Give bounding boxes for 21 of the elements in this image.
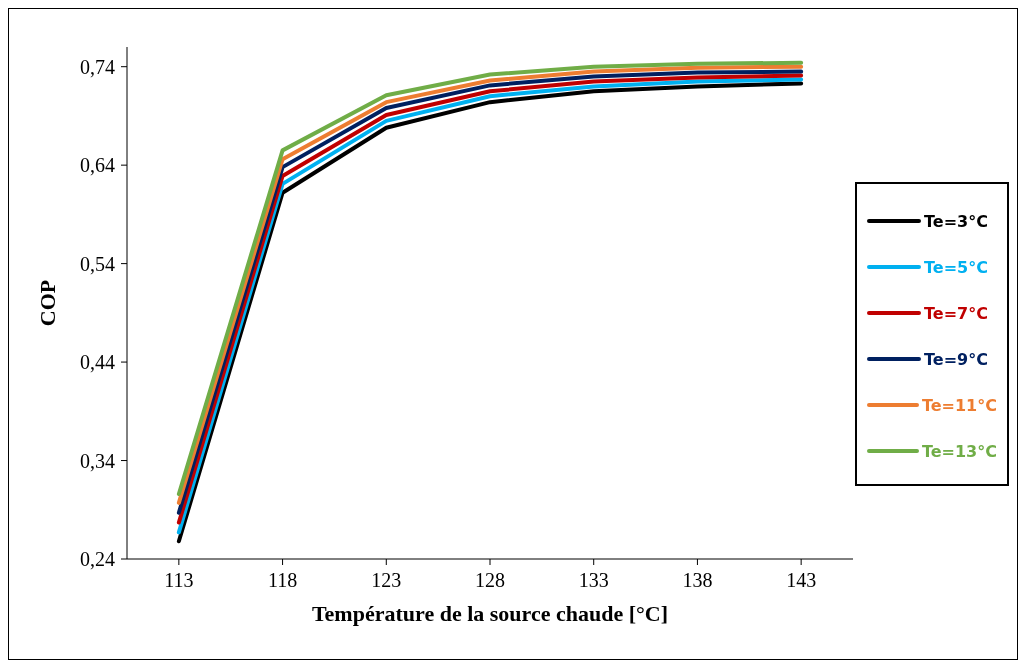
x-tick-label: 138 — [682, 569, 713, 592]
legend-label: Te=5°C — [924, 257, 988, 277]
y-axis-title: COP — [34, 279, 60, 327]
y-tick-label: 0,44 — [80, 351, 115, 374]
y-tick-label: 0,64 — [80, 154, 115, 177]
y-tick-label: 0,24 — [80, 548, 115, 571]
x-tick-label: 118 — [267, 569, 298, 592]
x-tick-label: 123 — [371, 569, 402, 592]
legend-label: Te=9°C — [924, 349, 988, 369]
y-tick-label: 0,74 — [80, 55, 115, 78]
legend-label: Te=13°C — [921, 441, 997, 461]
x-tick-label: 113 — [164, 569, 194, 592]
x-tick-label: 128 — [475, 569, 505, 592]
legend-label: Te=11°C — [921, 395, 997, 415]
y-tick-label: 0,34 — [80, 449, 115, 472]
legend-label: Te=3°C — [924, 211, 988, 231]
legend-label: Te=7°C — [924, 303, 988, 323]
y-tick-label: 0,54 — [80, 252, 115, 275]
x-axis-title: Température de la source chaude [°C] — [311, 601, 669, 626]
x-tick-label: 133 — [578, 569, 609, 592]
x-tick-label: 143 — [786, 569, 817, 592]
